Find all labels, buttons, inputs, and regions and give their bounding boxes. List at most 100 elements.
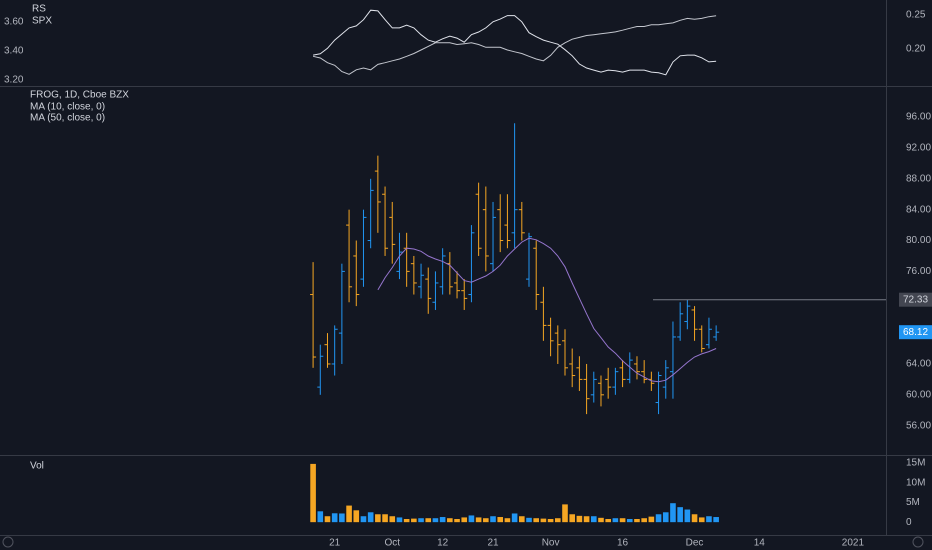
high-label: 72.33 (903, 294, 928, 305)
line (312, 15, 717, 75)
volume-bar (576, 515, 583, 523)
volume-bar (432, 518, 439, 523)
volume-bar (439, 517, 446, 523)
volume-bar (598, 517, 604, 523)
volume-bar (619, 518, 626, 523)
volume-bar (382, 514, 388, 523)
volume-bar (562, 504, 568, 523)
zoom-icon[interactable] (2, 536, 14, 548)
y-tick-label: 3.40 (4, 46, 24, 57)
y-tick-label: 5M (906, 497, 920, 508)
volume-bar (540, 518, 547, 523)
x-tick-label: 14 (754, 538, 766, 549)
volume-bar (677, 507, 683, 523)
volume-bar (331, 513, 338, 523)
volume-bar (454, 519, 460, 523)
x-tick-label: 16 (617, 538, 629, 549)
y-tick-label: 0 (906, 517, 912, 528)
x-tick-label: 2021 (842, 538, 865, 549)
x-tick-label: Dec (686, 538, 704, 549)
y-tick-label: 80.00 (906, 235, 931, 246)
volume-bar (317, 511, 324, 523)
volume-bar (497, 517, 504, 523)
volume-bar (662, 512, 669, 523)
line (313, 9, 717, 76)
volume-bar (468, 515, 475, 523)
volume-bar (367, 512, 374, 523)
volume-bar (612, 518, 619, 523)
y-tick-label: 92.00 (906, 143, 931, 154)
y-tick-label: 60.00 (906, 389, 931, 400)
y-tick-label: 15M (906, 458, 925, 469)
x-tick-label: 21 (487, 538, 499, 549)
legend-spx: SPX (32, 16, 52, 27)
volume-bar (655, 514, 662, 523)
x-tick-label: 12 (437, 538, 449, 549)
volume-bar (634, 519, 640, 523)
volume-bar (360, 516, 367, 523)
volume-bar (590, 516, 597, 523)
moving-average (377, 237, 717, 383)
volume-bar (346, 505, 352, 523)
y-tick-label: 88.00 (906, 173, 931, 184)
volume-bar (648, 516, 655, 523)
volume-bar (511, 513, 518, 523)
y-tick-label: 76.00 (906, 266, 931, 277)
volume-bar (425, 518, 432, 523)
last-price-label: 68.12 (903, 327, 928, 338)
volume-bar (706, 516, 712, 523)
chart-title: FROG, 1D, Cboe BZX (30, 90, 129, 101)
volume-bar (583, 516, 590, 523)
legend-ma10: MA (10, close, 0) (30, 102, 105, 113)
volume-bar (461, 517, 468, 523)
volume-bar (375, 514, 381, 523)
volume-bar (389, 516, 396, 523)
volume-bar (490, 516, 496, 523)
y-tick-label: 64.00 (906, 359, 931, 370)
volume-bar (670, 503, 676, 523)
volume-bar (396, 517, 403, 523)
volume-bar (691, 514, 698, 523)
y-tick-label: 84.00 (906, 204, 931, 215)
volume-bar (418, 518, 424, 523)
volume-bar (684, 509, 691, 523)
y-tick-label: 96.00 (906, 112, 931, 123)
last-price-box (899, 325, 932, 340)
y-tick-label: 3.60 (4, 17, 24, 28)
y-tick-label: 0.25 (906, 10, 926, 21)
volume-bar (533, 518, 540, 523)
volume-bar (713, 517, 719, 523)
volume-bar (310, 463, 316, 523)
volume-title: Vol (30, 461, 44, 472)
y-tick-label: 10M (906, 477, 925, 488)
volume-bar (641, 518, 647, 523)
high-label-box (899, 292, 932, 307)
volume-bar (605, 519, 611, 523)
x-tick-label: Oct (384, 538, 400, 549)
y-tick-label: 0.20 (906, 44, 926, 55)
volume-bar (324, 516, 331, 523)
y-tick-label: 56.00 (906, 420, 931, 431)
volume-bar (403, 519, 410, 523)
volume-bar (339, 513, 345, 523)
y-tick-label: 3.20 (4, 75, 24, 86)
volume-bar (447, 518, 453, 523)
volume-bar (504, 518, 511, 523)
volume-bar (411, 518, 417, 523)
legend-ma50: MA (50, close, 0) (30, 113, 105, 124)
volume-bar (475, 517, 482, 523)
x-tick-label: 21 (329, 538, 341, 549)
settings-icon[interactable] (912, 536, 924, 548)
volume-bar (526, 517, 532, 523)
volume-bar (547, 519, 554, 523)
volume-bar (353, 510, 360, 523)
x-tick-label: Nov (542, 538, 560, 549)
volume-bar (483, 518, 489, 523)
volume-bar (698, 517, 705, 523)
volume-bar (554, 518, 561, 523)
volume-bar (519, 516, 525, 523)
volume-bar (626, 519, 633, 523)
